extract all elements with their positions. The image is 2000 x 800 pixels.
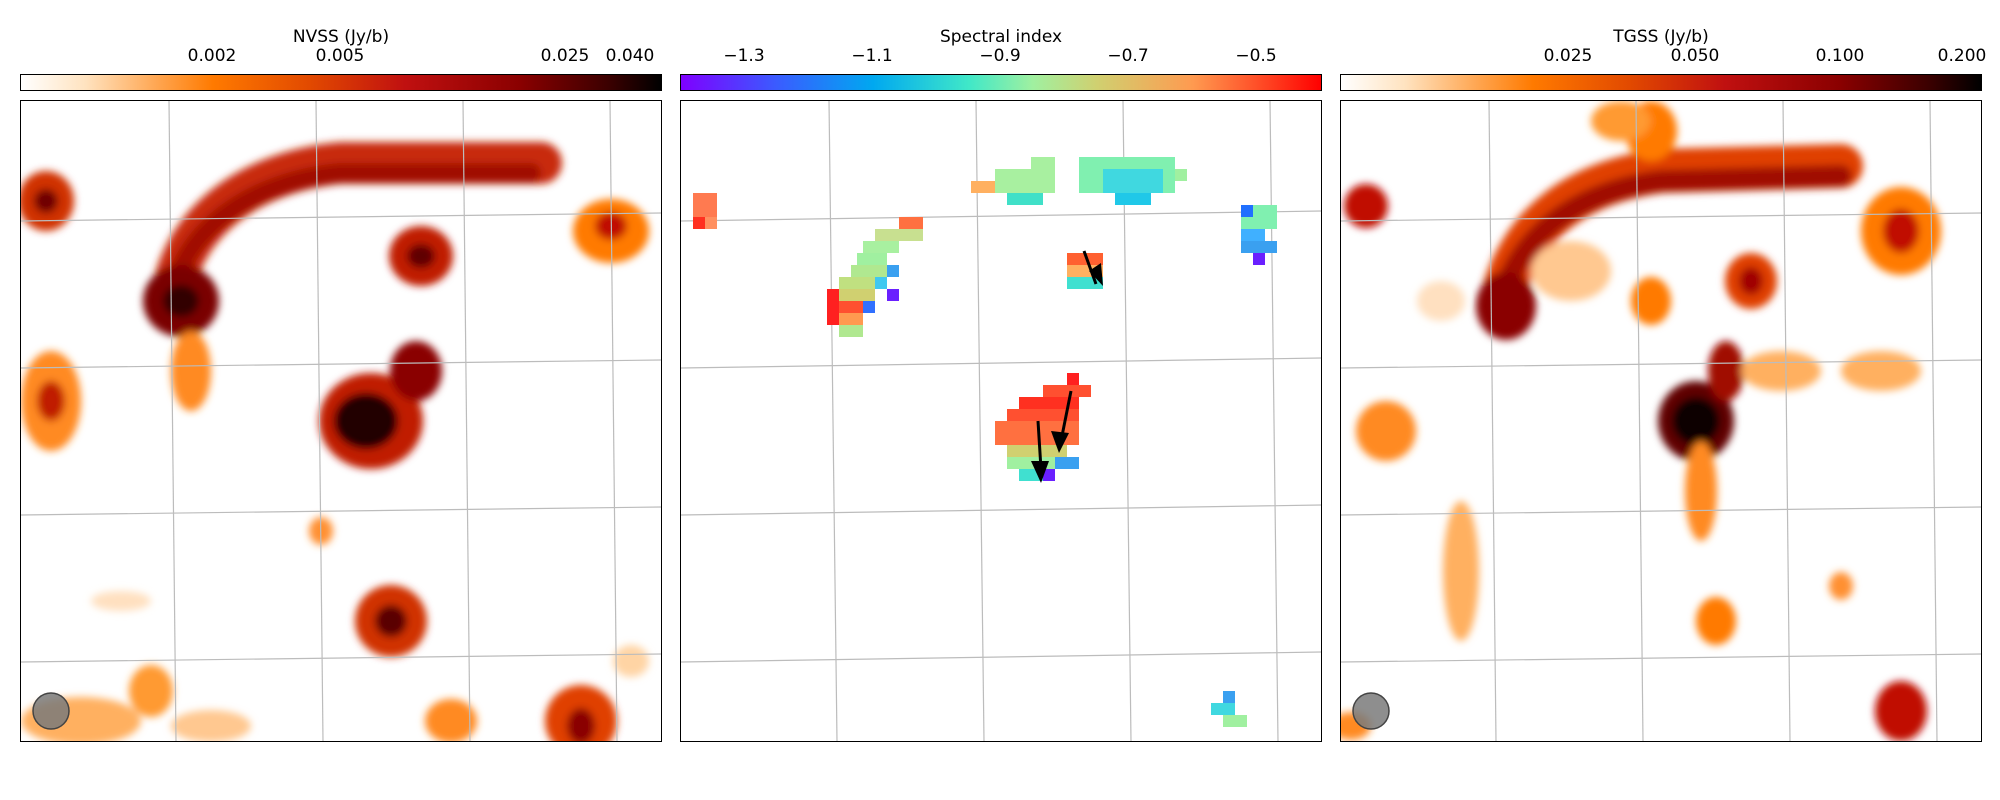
colorbar-tick-label: −0.5 (1235, 46, 1277, 66)
colorbar-tick-label: −1.3 (723, 46, 765, 66)
tgss-image (1341, 101, 1981, 741)
colorbar-tick-label: 0.002 (187, 46, 237, 66)
colorbar (1340, 74, 1982, 91)
colorbar-tick-label: 0.025 (1543, 46, 1593, 66)
colorbar-tick-label: 0.005 (315, 46, 365, 66)
colorbar-tick-label: 0.050 (1670, 46, 1720, 66)
coordinate-grid (1341, 101, 1981, 741)
spectral-index-image (681, 101, 1321, 741)
colorbar-tick-label: 0.025 (540, 46, 590, 66)
spectral-pixels (693, 157, 1277, 727)
spectral-index-panel: Spectral index −1.3 −1.1 −0.9 −0.7 −0.5 (680, 0, 1322, 742)
colorbar-tick-label: 0.100 (1815, 46, 1865, 66)
nvss-map (20, 100, 662, 742)
colorbar-title: TGSS (Jy/b) (1613, 27, 1709, 47)
beam-ellipse (32, 692, 70, 730)
colorbar-tick-label: −0.9 (979, 46, 1021, 66)
beam-ellipse (1352, 692, 1390, 730)
colorbar-tick-label: −0.7 (1107, 46, 1149, 66)
colorbar-title: NVSS (Jy/b) (292, 27, 390, 47)
colorbar (20, 74, 662, 91)
colorbar-ticks: −1.3 −1.1 −0.9 −0.7 −0.5 (680, 46, 1322, 68)
nvss-image (21, 101, 661, 741)
tgss-panel: TGSS (Jy/b) 0.025 0.050 0.100 0.200 (1340, 0, 1987, 742)
colorbar (680, 74, 1322, 91)
colorbar-tick-label: 0.200 (1937, 46, 1987, 66)
colorbar-tick-label: −1.1 (851, 46, 893, 66)
tgss-map (1340, 100, 1982, 742)
colorbar-ticks: 0.002 0.005 0.025 0.040 (20, 46, 662, 68)
nvss-panel: NVSS (Jy/b) 0.002 0.005 0.025 0.040 (20, 0, 662, 742)
coordinate-grid (21, 101, 661, 741)
spectral-index-map (680, 100, 1322, 742)
coordinate-grid (681, 101, 1321, 741)
colorbar-tick-label: 0.040 (605, 46, 655, 66)
colorbar-title: Spectral index (939, 27, 1063, 47)
arrows (1031, 250, 1103, 483)
colorbar-ticks: 0.025 0.050 0.100 0.200 (1340, 46, 1987, 68)
